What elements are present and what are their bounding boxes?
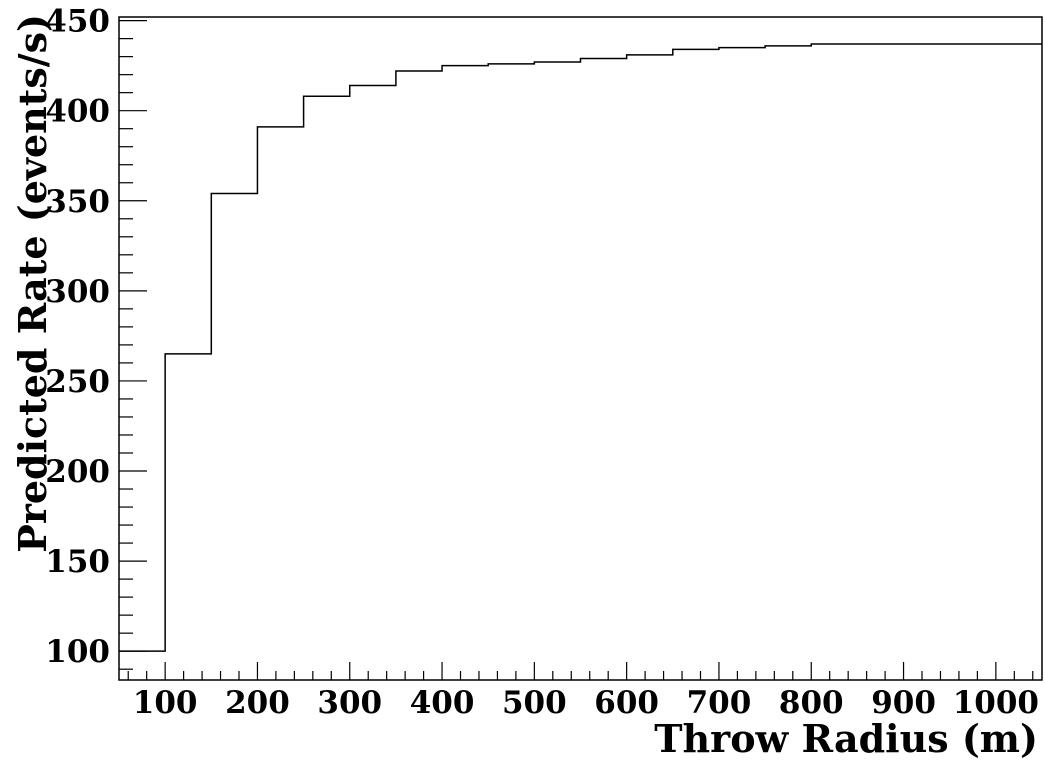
y-tick-label: 300 bbox=[45, 274, 110, 310]
y-tick-label: 350 bbox=[45, 184, 110, 220]
y-tick-label: 100 bbox=[45, 634, 110, 670]
tick-labels-layer: 100 200 300 400 500 600 700 800 900 1000 100 150 200… bbox=[45, 4, 1039, 721]
y-tick-label: 150 bbox=[45, 544, 110, 580]
x-tick-label: 900 bbox=[871, 685, 936, 721]
x-tick-label: 600 bbox=[594, 685, 659, 721]
x-tick-label: 200 bbox=[225, 685, 290, 721]
y-tick-label: 250 bbox=[45, 364, 110, 400]
y-tick-label: 200 bbox=[45, 454, 110, 490]
ticks-layer bbox=[119, 20, 1034, 680]
y-tick-label: 450 bbox=[45, 4, 110, 40]
x-tick-label: 1000 bbox=[953, 685, 1039, 721]
x-tick-label: 500 bbox=[502, 685, 567, 721]
series-layer bbox=[119, 43, 1042, 652]
x-axis-title: Throw Radius (m) bbox=[654, 716, 1038, 761]
y-tick-label: 400 bbox=[45, 94, 110, 130]
x-tick-label: 800 bbox=[779, 685, 844, 721]
x-tick-label: 400 bbox=[410, 685, 475, 721]
plot-frame bbox=[118, 16, 1043, 681]
rate-step-line bbox=[119, 43, 1042, 652]
y-axis-title: Predicted Rate (events/s) bbox=[10, 14, 55, 553]
x-tick-label: 300 bbox=[317, 685, 382, 721]
x-tick-label: 100 bbox=[133, 685, 198, 721]
x-tick-label: 700 bbox=[687, 685, 752, 721]
